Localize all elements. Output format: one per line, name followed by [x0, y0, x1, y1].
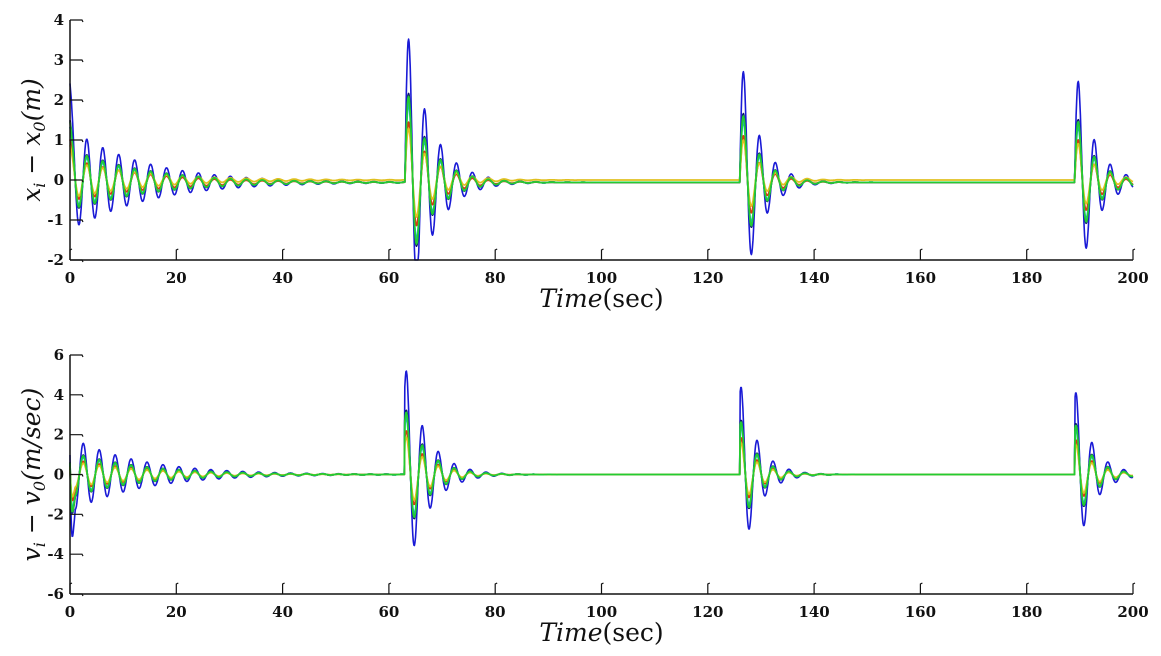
x-tick-mark [707, 248, 711, 260]
x-tick-label: 180 [1011, 269, 1042, 287]
x-tick-mark [282, 248, 285, 260]
y-tick-mark [70, 473, 84, 477]
y-tick-mark [70, 394, 84, 398]
x-tick-label: 100 [586, 269, 617, 287]
series-line-agent-2 [69, 409, 1134, 520]
series-line-agent-1 [69, 38, 1134, 261]
x-tick-label: 20 [166, 269, 187, 287]
y-axis-label: xi − x0(m) [17, 78, 49, 202]
x-tick-label: 120 [692, 603, 723, 621]
y-tick-label: 4 [54, 11, 64, 29]
series-line-agent-4 [69, 121, 1134, 227]
x-tick-label: 80 [485, 269, 506, 287]
x-tick-label: 120 [692, 269, 723, 287]
x-tick-mark [175, 582, 179, 594]
x-tick-label: 0 [65, 603, 75, 621]
y-tick-label: 2 [54, 426, 64, 444]
x-tick-label: 100 [586, 603, 617, 621]
x-tick-mark [600, 582, 604, 594]
y-tick-mark [70, 259, 84, 263]
x-tick-mark [1026, 248, 1029, 260]
x-axis-label: Time(sec) [539, 618, 663, 647]
x-tick-label: 60 [378, 603, 399, 621]
x-tick-mark [494, 248, 498, 260]
y-tick-label: 4 [54, 386, 64, 404]
y-tick-mark [70, 513, 84, 517]
x-tick-mark [282, 582, 285, 594]
x-tick-mark [494, 582, 498, 594]
x-tick-label: 180 [1011, 603, 1042, 621]
x-tick-label: 160 [905, 269, 936, 287]
series-line-agent-3 [69, 102, 1134, 240]
x-tick-label: 140 [798, 603, 829, 621]
y-tick-label: -6 [47, 585, 64, 603]
x-tick-mark [919, 248, 923, 260]
x-tick-label: 40 [272, 603, 293, 621]
y-axis-label: vi − v0(m/sec) [17, 388, 49, 562]
y-tick-mark [70, 354, 84, 358]
x-tick-mark [919, 582, 923, 594]
x-tick-mark [707, 582, 711, 594]
x-tick-mark [175, 248, 179, 260]
y-tick-label: 6 [54, 346, 64, 364]
x-tick-label: 40 [272, 269, 293, 287]
y-tick-mark [70, 593, 84, 597]
y-tick-mark [70, 19, 84, 23]
series-line-agent-3 [69, 416, 1134, 515]
x-tick-label: 80 [485, 603, 506, 621]
series-line-agent-5 [69, 436, 1134, 502]
series-line-agent-6 [69, 411, 1134, 518]
series-line-agent-4 [69, 430, 1134, 506]
y-tick-label: -2 [47, 505, 64, 523]
x-tick-mark [1132, 582, 1136, 594]
y-tick-mark [70, 99, 84, 103]
x-tick-mark [1026, 582, 1029, 594]
y-tick-label: -4 [47, 545, 64, 563]
x-tick-mark [813, 582, 817, 594]
y-tick-mark [70, 219, 84, 223]
y-tick-mark [70, 553, 84, 557]
x-tick-label: 60 [378, 269, 399, 287]
y-tick-label: -1 [47, 211, 64, 229]
subplot-1: 0 20 40 60 80 100 120 140 160 180 200 -2 -1 0 1 2 3 4 Time… [17, 11, 1149, 313]
y-tick-mark [70, 139, 84, 143]
x-tick-mark [388, 248, 392, 260]
x-tick-label: 200 [1117, 269, 1148, 287]
y-tick-label: 1 [54, 131, 64, 149]
y-tick-mark [70, 434, 84, 437]
x-tick-mark [388, 582, 392, 594]
series-line-agent-5 [69, 127, 1134, 218]
subplot-2: 0 20 40 60 80 100 120 140 160 180 200 -6 -4 -2 0 2 4 6 Tim… [17, 346, 1149, 647]
x-tick-mark [600, 248, 604, 260]
series-line-agent-2 [69, 92, 1134, 248]
x-tick-label: 0 [65, 269, 75, 287]
y-tick-label: -2 [47, 251, 64, 269]
y-tick-mark [70, 179, 84, 183]
x-tick-mark [69, 248, 73, 260]
x-tick-label: 20 [166, 603, 187, 621]
y-tick-label: 3 [54, 51, 64, 69]
x-tick-label: 200 [1117, 603, 1148, 621]
y-tick-label: 0 [54, 466, 64, 484]
x-tick-mark [69, 582, 73, 594]
x-tick-label: 160 [905, 603, 936, 621]
x-tick-label: 140 [798, 269, 829, 287]
series-line-agent-1 [69, 370, 1134, 547]
y-tick-mark [70, 59, 84, 63]
x-axis-label: Time(sec) [539, 284, 663, 313]
series-line-agent-6 [69, 95, 1134, 245]
y-tick-label: 2 [54, 91, 64, 109]
x-tick-mark [813, 248, 817, 260]
y-tick-label: 0 [54, 171, 64, 189]
x-tick-mark [1132, 248, 1136, 260]
